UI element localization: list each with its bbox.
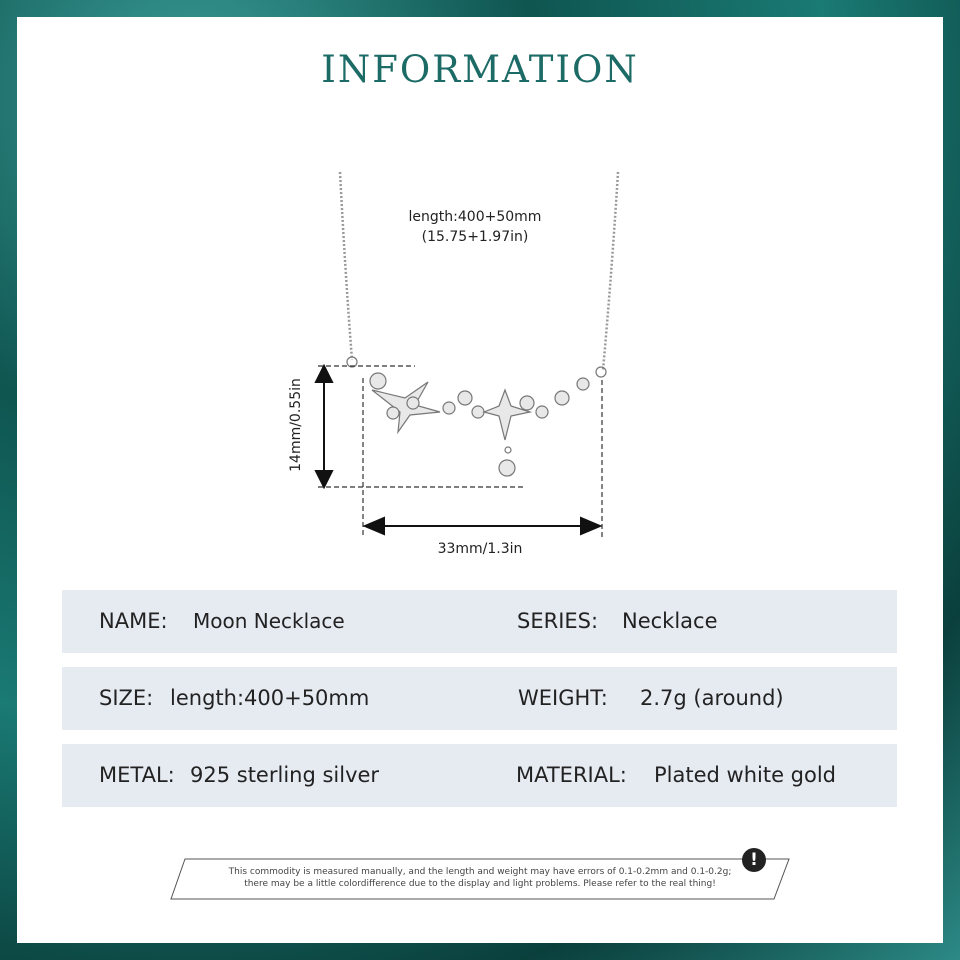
dimension-arrows <box>314 363 603 536</box>
weight-value: 2.7g (around) <box>640 686 784 710</box>
necklace-chain <box>338 171 620 371</box>
exclamation-icon: ! <box>742 848 766 872</box>
disclaimer-box: This commodity is measured manually, and… <box>170 858 790 900</box>
series-label: SERIES: <box>517 609 599 633</box>
height-label: 14mm/0.55in <box>288 378 304 472</box>
width-label: 33mm/1.3in <box>437 541 523 557</box>
metal-label: METAL: <box>99 763 175 787</box>
name-value: Moon Necklace <box>193 609 345 633</box>
disclaimer-line-2: there may be a little colordifference du… <box>244 879 716 889</box>
size-value: length:400+50mm <box>170 686 370 710</box>
weight-label: WEIGHT: <box>518 686 608 710</box>
dimension-lines <box>318 365 603 538</box>
metal-value: 925 sterling silver <box>190 763 380 787</box>
info-row-name: NAME: Moon Necklace SERIES: Necklace <box>62 590 897 653</box>
length-label: length:400+50mm <box>408 209 542 225</box>
length-inch-label: (15.75+1.97in) <box>421 229 529 245</box>
size-label: SIZE: <box>99 686 154 710</box>
page-title: INFORMATION <box>321 48 639 91</box>
material-label: MATERIAL: <box>516 763 627 787</box>
series-value: Necklace <box>622 609 718 633</box>
necklace-pendant <box>346 356 607 477</box>
material-value: Plated white gold <box>654 763 837 787</box>
info-row-metal: METAL: 925 sterling silver MATERIAL: Pla… <box>62 744 897 807</box>
disclaimer-line-1: This commodity is measured manually, and… <box>228 867 732 877</box>
name-label: NAME: <box>99 609 168 633</box>
info-row-size: SIZE: length:400+50mm WEIGHT: 2.7g (arou… <box>62 667 897 730</box>
